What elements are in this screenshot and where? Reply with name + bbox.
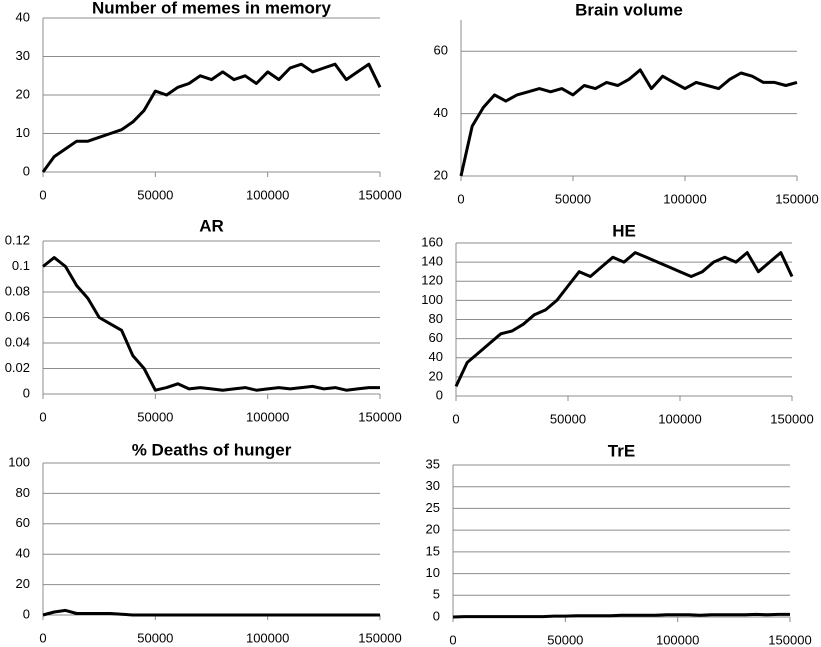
y-tick-label: 0.02 <box>5 360 30 375</box>
x-tick-label: 150000 <box>768 632 811 647</box>
x-tick-label: 100000 <box>246 409 289 424</box>
data-line <box>452 612 790 619</box>
y-tick-label: 60 <box>429 330 443 345</box>
y-tick-label: 40 <box>434 105 448 120</box>
x-tick-label: 50000 <box>137 187 173 202</box>
y-tick-label: 0.1 <box>12 258 30 273</box>
x-tick-label: 100000 <box>656 632 699 647</box>
y-tick-label: 0.12 <box>5 232 30 247</box>
y-tick-label: 160 <box>421 234 443 249</box>
y-tick-label: 35 <box>426 456 440 471</box>
y-tick-label: 5 <box>433 587 440 602</box>
x-tick-label: 100000 <box>663 191 706 206</box>
y-tick-label: 20 <box>426 522 440 537</box>
y-tick-label: 0 <box>23 606 30 621</box>
y-tick-label: 60 <box>434 43 448 58</box>
y-tick-label: 15 <box>426 543 440 558</box>
chart-title: Number of memes in memory <box>92 0 332 17</box>
x-tick-label: 100000 <box>246 630 289 645</box>
y-tick-label: 0 <box>23 385 30 400</box>
x-tick-label: 0 <box>452 411 459 426</box>
y-tick-label: 120 <box>421 273 443 288</box>
x-tick-label: 0 <box>449 632 456 647</box>
data-line <box>42 608 380 617</box>
y-tick-label: 0.04 <box>5 334 30 349</box>
y-tick-label: 40 <box>16 9 30 24</box>
y-tick-label: 0 <box>436 387 443 402</box>
x-tick-label: 50000 <box>555 191 591 206</box>
y-tick-label: 30 <box>426 478 440 493</box>
y-tick-label: 0 <box>23 163 30 178</box>
x-tick-label: 50000 <box>137 630 173 645</box>
y-tick-label: 60 <box>16 515 30 530</box>
y-tick-label: 20 <box>16 86 30 101</box>
data-line <box>42 256 380 392</box>
y-tick-label: 25 <box>426 500 440 515</box>
data-line <box>459 68 798 177</box>
x-tick-label: 50000 <box>547 632 583 647</box>
y-tick-label: 10 <box>16 125 30 140</box>
chart-title: AR <box>199 216 224 235</box>
data-line <box>41 62 382 173</box>
y-tick-label: 40 <box>16 546 30 561</box>
y-tick-label: 10 <box>426 565 440 580</box>
x-tick-label: 0 <box>39 630 46 645</box>
x-tick-label: 50000 <box>550 411 586 426</box>
y-tick-label: 80 <box>16 485 30 500</box>
x-tick-label: 0 <box>39 409 46 424</box>
x-tick-label: 50000 <box>137 409 173 424</box>
x-tick-label: 150000 <box>770 411 813 426</box>
x-tick-label: 0 <box>457 191 464 206</box>
y-tick-label: 20 <box>16 576 30 591</box>
y-tick-label: 80 <box>429 311 443 326</box>
data-line <box>454 251 794 388</box>
y-tick-label: 20 <box>429 368 443 383</box>
x-tick-label: 150000 <box>358 630 401 645</box>
y-tick-label: 0.06 <box>5 309 30 324</box>
chart-title: Brain volume <box>575 0 683 19</box>
y-tick-label: 20 <box>434 167 448 182</box>
y-tick-label: 140 <box>421 254 443 269</box>
chart-title: TrE <box>608 441 635 460</box>
y-tick-label: 0 <box>433 608 440 623</box>
chart-title: HE <box>612 221 636 240</box>
x-tick-label: 100000 <box>658 411 701 426</box>
y-tick-label: 40 <box>429 349 443 364</box>
x-tick-label: 100000 <box>246 187 289 202</box>
x-tick-label: 0 <box>39 187 46 202</box>
x-tick-label: 150000 <box>358 409 401 424</box>
x-tick-label: 150000 <box>358 187 401 202</box>
y-tick-label: 100 <box>421 292 443 307</box>
chart-title: % Deaths of hunger <box>132 440 292 459</box>
x-tick-label: 150000 <box>775 191 818 206</box>
y-tick-label: 0.08 <box>5 283 30 298</box>
y-tick-label: 30 <box>16 48 30 63</box>
y-tick-label: 100 <box>8 454 30 469</box>
